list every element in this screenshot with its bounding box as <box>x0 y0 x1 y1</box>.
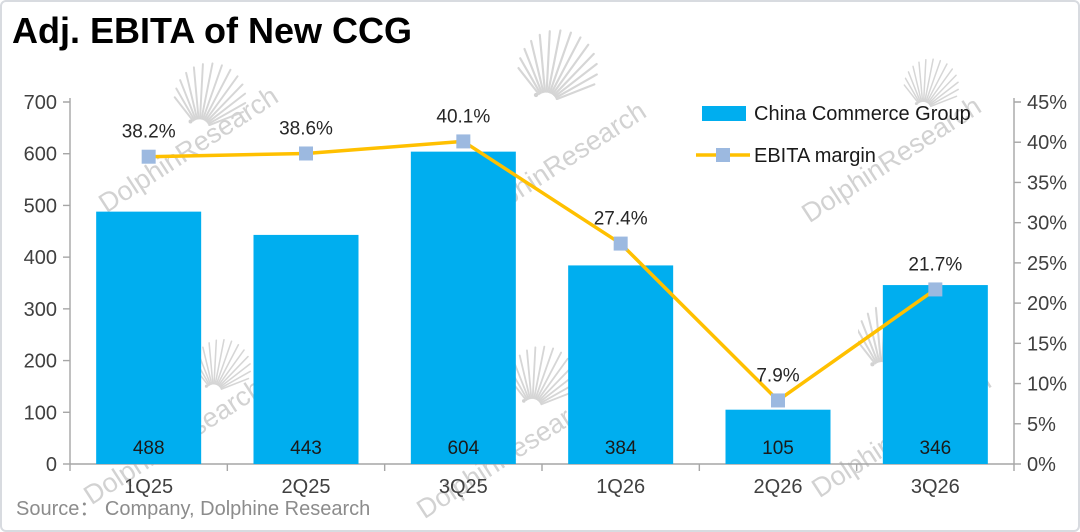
bar-2Q26 <box>725 409 831 464</box>
right-axis-label: 25% <box>1027 253 1067 275</box>
left-axis-label: 0 <box>46 454 57 476</box>
left-axis-label: 100 <box>24 402 57 424</box>
right-axis-label: 20% <box>1027 293 1067 315</box>
x-axis-category-label: 3Q26 <box>911 476 960 498</box>
right-axis-label: 10% <box>1027 374 1067 396</box>
left-axis-label: 200 <box>24 351 57 373</box>
x-axis-category-label: 2Q26 <box>754 476 803 498</box>
legend-label-line: EBITA margin <box>754 145 876 167</box>
margin-data-label: 27.4% <box>594 209 648 230</box>
line-marker-1Q25 <box>141 149 156 164</box>
legend-line-marker <box>716 148 730 162</box>
source-note: Source： Company, Dolphine Research <box>16 498 371 520</box>
left-axis-label: 700 <box>24 92 57 114</box>
x-axis-category-label: 2Q25 <box>282 476 331 498</box>
margin-data-label: 38.2% <box>122 122 176 143</box>
bar-value-label: 105 <box>762 438 794 459</box>
right-axis-label: 30% <box>1027 213 1067 235</box>
bar-value-label: 488 <box>133 438 165 459</box>
page-title: Adj. EBITA of New CCG <box>12 10 412 51</box>
bar-3Q25 <box>410 151 516 464</box>
x-axis-category-label: 1Q26 <box>596 476 645 498</box>
right-axis-label: 5% <box>1027 414 1056 436</box>
margin-data-label: 38.6% <box>279 118 333 139</box>
right-axis-label: 35% <box>1027 172 1067 194</box>
left-axis-label: 400 <box>24 247 57 269</box>
x-axis-category-label: 3Q25 <box>439 476 488 498</box>
bar-1Q26 <box>568 265 674 464</box>
margin-data-label: 21.7% <box>908 254 962 275</box>
line-marker-1Q26 <box>613 236 628 251</box>
bar-value-label: 384 <box>605 438 637 459</box>
left-axis-label: 500 <box>24 195 57 217</box>
left-axis-label: 600 <box>24 144 57 166</box>
bar-2Q25 <box>253 234 359 464</box>
x-axis-category-label: 1Q25 <box>124 476 173 498</box>
bar-value-label: 346 <box>919 438 951 459</box>
line-marker-2Q25 <box>299 146 313 161</box>
right-axis-label: 40% <box>1027 132 1067 154</box>
bar-value-label: 443 <box>290 438 322 459</box>
left-axis-label: 300 <box>24 299 57 321</box>
margin-data-label: 7.9% <box>756 365 799 386</box>
right-axis-label: 45% <box>1027 92 1067 114</box>
legend-label-bar: China Commerce Group <box>754 103 971 125</box>
ebita-margin-line <box>146 139 938 403</box>
legend-bar-swatch <box>702 106 746 121</box>
right-axis-label: 0% <box>1027 454 1056 476</box>
line-marker-3Q25 <box>456 134 471 149</box>
margin-data-label: 40.1% <box>436 106 490 127</box>
line-marker-3Q26 <box>928 282 943 297</box>
line-marker-2Q26 <box>771 393 785 408</box>
bar-value-label: 604 <box>447 438 479 459</box>
bar-1Q25 <box>96 211 202 464</box>
right-axis-label: 15% <box>1027 333 1067 355</box>
